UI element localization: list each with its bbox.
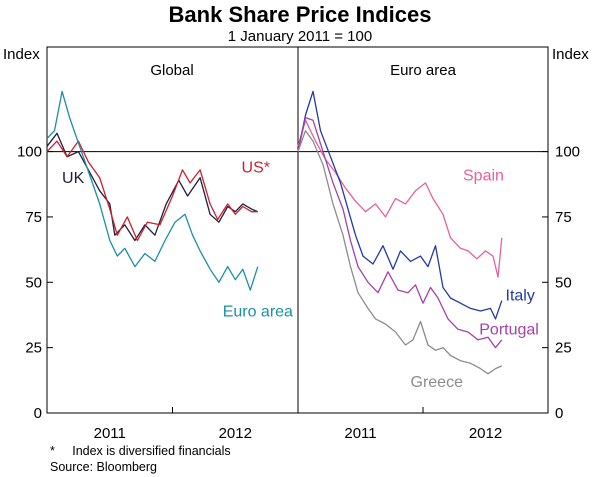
right-axis-ticks: 0 25 50 75 100 bbox=[542, 144, 580, 422]
series-label: Spain bbox=[463, 167, 504, 184]
series-line-portugal bbox=[297, 116, 503, 349]
series-layer bbox=[46, 90, 503, 375]
series-label: UK bbox=[62, 170, 85, 187]
series-label: US* bbox=[242, 159, 270, 176]
y-tick-label-left: 75 bbox=[25, 209, 42, 226]
series-label: Portugal bbox=[479, 322, 539, 339]
y-tick-label-left: 50 bbox=[25, 274, 42, 291]
series-label: Euro area bbox=[223, 303, 293, 320]
y-tick-label-right: 75 bbox=[555, 209, 572, 226]
chart-title: Bank Share Price Indices bbox=[169, 2, 432, 27]
footnote: * Index is diversified financials bbox=[50, 444, 231, 458]
y-tick-label-right: 50 bbox=[555, 274, 572, 291]
x-tick-label: 2012 bbox=[469, 425, 502, 442]
series-line-italy bbox=[297, 90, 503, 320]
x-tick-label: 2011 bbox=[344, 425, 376, 442]
x-tick-label: 2011 bbox=[94, 425, 126, 442]
series-line-us- bbox=[46, 140, 258, 242]
x-axis-ticks: 2011 2012 2011 2012 bbox=[94, 407, 502, 442]
y-tick-label-left: 100 bbox=[17, 144, 42, 161]
x-tick-label: 2012 bbox=[219, 425, 252, 442]
right-axis-label: Index bbox=[552, 46, 589, 63]
series-line-greece bbox=[297, 130, 503, 375]
y-tick-label-right: 0 bbox=[555, 405, 563, 422]
series-line-euro-area bbox=[46, 90, 259, 291]
y-tick-label-right: 100 bbox=[555, 144, 580, 161]
panel-title-euro-area: Euro area bbox=[390, 62, 457, 79]
panel-title-global: Global bbox=[150, 62, 193, 79]
chart-subtitle: 1 January 2011 = 100 bbox=[228, 28, 372, 45]
series-line-spain bbox=[297, 119, 503, 278]
chart-area: 0 25 50 75 100 0 25 50 75 100 2011 2012 2011 2012 I… bbox=[3, 46, 589, 442]
series-label: Italy bbox=[506, 288, 535, 305]
y-tick-label-left: 25 bbox=[25, 340, 42, 357]
series-labels: UK US* Euro area Spain Italy Portugal Greece bbox=[62, 159, 539, 390]
source-note: Source: Bloomberg bbox=[50, 460, 157, 474]
left-axis-ticks: 0 25 50 75 100 bbox=[17, 144, 53, 422]
y-tick-label-left: 0 bbox=[34, 405, 42, 422]
y-tick-label-right: 25 bbox=[555, 340, 572, 357]
left-axis-label: Index bbox=[3, 46, 40, 63]
series-label: Greece bbox=[411, 374, 464, 391]
